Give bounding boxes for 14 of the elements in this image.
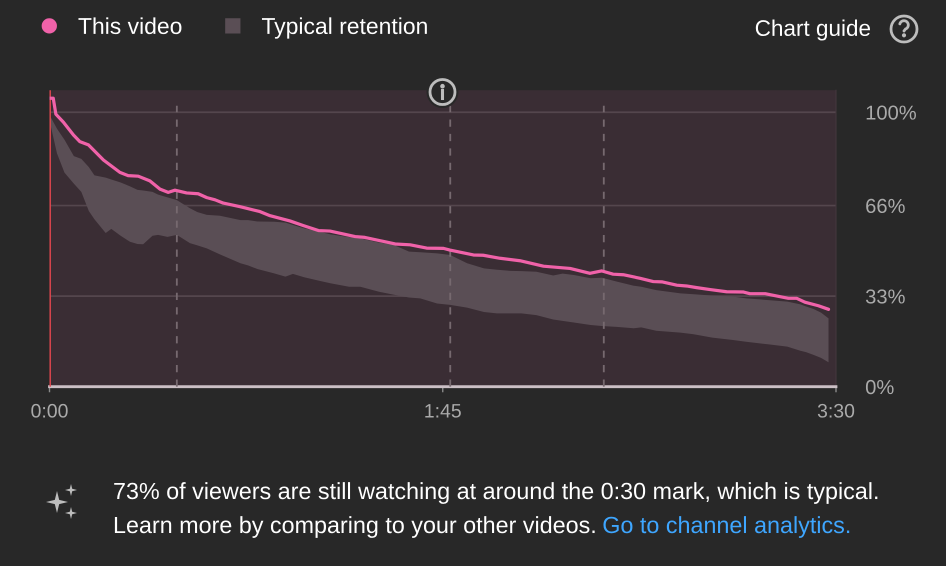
legend-label: Typical retention [262, 17, 427, 39]
text: 73% of viewers are still watching at around the 0:30 mark, which is typical. [114, 482, 878, 504]
text: Chart guide [756, 20, 870, 40]
line-series [50, 96, 830, 311]
text: Learn more by comparing to your other videos. [114, 516, 595, 538]
text: Go to channel analytics. [603, 516, 850, 538]
legend-label: This video [78, 17, 182, 34]
x-tick-label: 1:45 [425, 404, 461, 418]
y-tick-label: 100% [866, 105, 916, 120]
y-tick-label: 66% [866, 198, 905, 214]
x-tick-label: 3:30 [818, 404, 854, 418]
x-tick-label: 0:00 [31, 404, 68, 418]
y-tick-label: 0% [866, 380, 894, 394]
y-tick-label: 33% [866, 289, 905, 304]
